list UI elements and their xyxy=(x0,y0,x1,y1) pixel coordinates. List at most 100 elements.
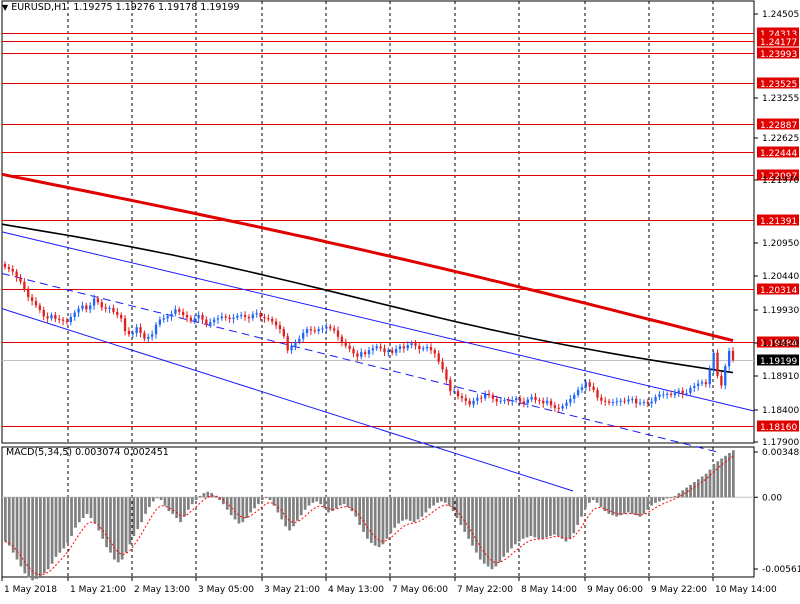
main-plot-frame xyxy=(1,0,755,444)
candle-body xyxy=(274,321,278,326)
macd-bar xyxy=(93,497,97,524)
ma-fast-line[interactable] xyxy=(1,223,734,374)
macd-bar xyxy=(521,497,525,539)
candle-body xyxy=(77,308,80,313)
candle-body xyxy=(499,400,502,402)
candle-body xyxy=(340,336,344,342)
macd-bar xyxy=(369,497,373,543)
macd-bar xyxy=(155,497,159,499)
macd-bar xyxy=(276,497,280,513)
macd-bar xyxy=(607,497,611,514)
candle-body xyxy=(569,398,572,403)
candle-body xyxy=(247,316,251,319)
macd-bar xyxy=(646,497,650,510)
macd-bar xyxy=(630,497,634,514)
candle-body xyxy=(538,400,541,402)
candle-body xyxy=(96,298,100,303)
macd-bar xyxy=(229,497,233,516)
macd-bar xyxy=(198,495,202,498)
candle-body xyxy=(480,397,483,399)
macd-axis-label: 0.00 xyxy=(762,493,782,503)
macd-bar xyxy=(537,497,541,539)
macd-bar xyxy=(186,497,190,510)
macd-bar xyxy=(15,497,19,560)
macd-bar xyxy=(677,493,681,498)
candle-body xyxy=(631,398,634,400)
macd-bar xyxy=(545,497,548,538)
candle-body xyxy=(193,318,196,321)
macd-bar xyxy=(661,497,665,501)
candle-body xyxy=(120,315,123,319)
candle-body xyxy=(100,302,103,308)
macd-bar xyxy=(626,497,630,513)
candle-body xyxy=(677,390,680,394)
candle-body xyxy=(348,345,351,349)
price-tick-label: 1.18910 xyxy=(762,372,799,382)
candle-body xyxy=(209,322,212,325)
macd-bar xyxy=(190,497,194,505)
macd-bar xyxy=(241,497,245,523)
macd-bar xyxy=(151,497,155,502)
macd-bar xyxy=(159,497,163,501)
candle-body xyxy=(92,298,96,306)
candle-body xyxy=(298,338,301,342)
macd-bar xyxy=(346,497,350,507)
macd-bar xyxy=(720,458,724,498)
macd-bar xyxy=(591,497,595,501)
macd-bar xyxy=(619,497,622,516)
candle-body xyxy=(604,400,607,402)
level-label-box xyxy=(757,283,799,295)
candle-body xyxy=(135,327,138,333)
candle-body xyxy=(325,326,328,329)
candle-body xyxy=(212,319,216,323)
candle-body xyxy=(472,400,475,405)
macd-bar xyxy=(708,469,712,498)
candle-body xyxy=(58,318,61,320)
macd-bar xyxy=(475,497,478,553)
bid-label-box xyxy=(757,354,799,366)
candle-body xyxy=(468,400,471,405)
collapse-triangle-icon[interactable]: ▼ xyxy=(2,3,9,12)
level-label-box xyxy=(757,118,799,130)
macd-plot-frame xyxy=(1,446,755,578)
macd-bar xyxy=(35,497,38,579)
candle-body xyxy=(456,391,460,397)
candle-body xyxy=(518,398,522,402)
candles xyxy=(3,261,735,413)
candle-body xyxy=(425,347,429,349)
macd-bar xyxy=(222,497,225,505)
candle-body xyxy=(565,402,568,406)
channel-middle-line[interactable] xyxy=(1,272,721,454)
macd-bar xyxy=(595,497,599,503)
macd-bar xyxy=(712,464,716,498)
ma-slow-line[interactable] xyxy=(1,172,734,343)
channel-upper-line[interactable] xyxy=(1,231,755,412)
axes: 1 May 2018 1 May 21:00 2 May 13:00 3 May 05… xyxy=(1,10,800,595)
candle-body xyxy=(484,393,487,399)
channel-lower-line[interactable] xyxy=(1,308,574,492)
candle-body xyxy=(503,400,506,402)
macd-bar xyxy=(268,497,272,501)
candle-body xyxy=(116,311,119,316)
macd-bar xyxy=(572,497,576,534)
candle-body xyxy=(360,352,363,357)
macd-bar xyxy=(171,497,175,514)
candle-body xyxy=(42,309,45,317)
level-label: 1.20314 xyxy=(760,286,797,296)
macd-bar xyxy=(19,497,23,567)
price-tick-label: 1.20440 xyxy=(762,272,799,282)
macd-bar xyxy=(362,497,365,532)
macd-bar xyxy=(120,497,124,560)
candle-body xyxy=(27,288,30,298)
macd-bar xyxy=(144,497,147,514)
macd-bar xyxy=(42,497,46,574)
candle-body xyxy=(379,346,382,349)
candle-body xyxy=(375,346,378,349)
candle-body xyxy=(73,312,76,317)
candle-body xyxy=(406,345,409,349)
macd-bar xyxy=(615,497,618,517)
candle-body xyxy=(19,277,22,282)
candle-body xyxy=(305,329,309,333)
